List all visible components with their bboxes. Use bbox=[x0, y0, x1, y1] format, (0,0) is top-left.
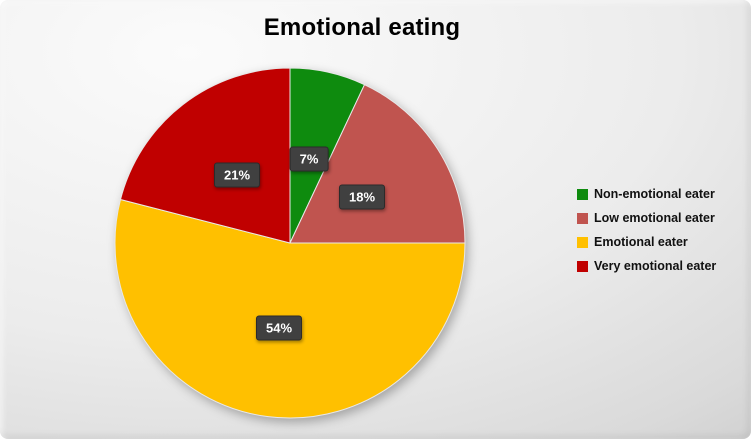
chart-title: Emotional eating bbox=[263, 14, 461, 41]
legend-item-0: Non-emotional eater bbox=[577, 187, 716, 201]
legend-item-2: Emotional eater bbox=[577, 235, 716, 249]
legend-swatch-icon bbox=[577, 188, 588, 200]
legend-swatch-icon bbox=[577, 236, 588, 248]
legend-swatch-icon bbox=[577, 260, 588, 272]
chart-legend: Non-emotional eater Low emotional eater Em… bbox=[577, 187, 716, 273]
pie-slice-1 bbox=[289, 84, 466, 244]
legend-item-1: Low emotional eater bbox=[577, 211, 716, 225]
legend-label: Emotional eater bbox=[594, 235, 688, 249]
legend-label: Low emotional eater bbox=[594, 211, 715, 225]
legend-label: Non-emotional eater bbox=[594, 187, 715, 201]
legend-swatch-icon bbox=[577, 212, 588, 224]
pie-slice-2 bbox=[114, 198, 466, 419]
legend-label: Very emotional eater bbox=[594, 259, 717, 273]
legend-item-3: Very emotional eater bbox=[577, 259, 716, 273]
pie-slice-3 bbox=[120, 67, 291, 244]
